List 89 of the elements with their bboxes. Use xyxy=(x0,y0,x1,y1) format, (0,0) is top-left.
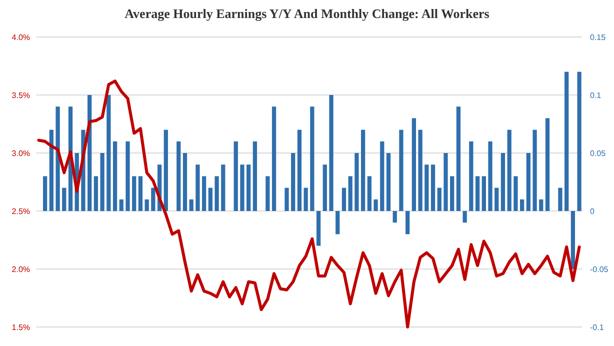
bar xyxy=(119,199,124,211)
bar xyxy=(62,188,66,211)
bar xyxy=(514,176,518,211)
bar xyxy=(469,141,474,211)
bar xyxy=(112,141,118,211)
bar xyxy=(570,211,576,269)
bar xyxy=(348,176,352,211)
bar xyxy=(138,176,143,211)
bar xyxy=(291,153,296,211)
line-series xyxy=(37,80,581,328)
bar xyxy=(475,176,480,211)
y2-tick-label: -0.05 xyxy=(590,264,609,274)
bar xyxy=(126,141,130,211)
y2-tick-label: 0.05 xyxy=(590,148,606,158)
y2-tick-label: -0.1 xyxy=(590,322,604,332)
y-tick-label: 2.5% xyxy=(12,206,30,216)
bar xyxy=(182,153,188,211)
bar xyxy=(488,141,492,211)
bar xyxy=(189,199,194,211)
bar xyxy=(539,199,544,211)
bar xyxy=(234,141,238,211)
bar xyxy=(342,188,346,211)
bar xyxy=(196,164,200,211)
y-tick-label: 3.0% xyxy=(12,148,30,158)
bar xyxy=(392,211,397,223)
bar xyxy=(412,118,416,211)
bar xyxy=(151,188,156,211)
y-tick-label: 4.0% xyxy=(12,32,30,42)
bar xyxy=(399,130,404,211)
bar xyxy=(444,153,448,211)
bar xyxy=(380,141,384,211)
bar xyxy=(329,95,334,211)
bar xyxy=(418,130,422,211)
bar xyxy=(450,176,454,211)
chart-title: Average Hourly Earnings Y/Y And Monthly Change: All Workers xyxy=(124,6,490,21)
bar xyxy=(252,141,258,211)
bar xyxy=(532,130,537,211)
bar xyxy=(284,188,289,211)
bar xyxy=(558,188,562,211)
bar xyxy=(310,106,314,211)
bar xyxy=(221,164,226,211)
bar xyxy=(266,176,270,211)
bar xyxy=(106,95,111,211)
bar xyxy=(176,141,181,211)
bar xyxy=(500,153,506,211)
bar xyxy=(208,188,212,211)
bar xyxy=(430,164,436,211)
bar xyxy=(304,188,308,211)
bar xyxy=(577,72,582,211)
y2-tick-label: 0.1 xyxy=(590,90,602,100)
bar xyxy=(56,106,60,211)
bar xyxy=(94,176,98,211)
bar xyxy=(360,130,366,211)
bar xyxy=(526,153,530,211)
bar xyxy=(42,176,48,211)
bar xyxy=(214,176,219,211)
bar xyxy=(144,199,149,211)
bar xyxy=(386,153,391,211)
bar xyxy=(456,106,461,211)
bar xyxy=(406,211,410,234)
bar xyxy=(322,164,327,211)
bar xyxy=(494,188,499,211)
bar xyxy=(132,176,136,211)
bar xyxy=(202,176,206,211)
bar xyxy=(482,176,486,211)
bar xyxy=(354,153,359,211)
bar xyxy=(374,199,378,211)
bar xyxy=(316,211,321,246)
bar xyxy=(367,176,372,211)
y-tick-label: 3.5% xyxy=(12,90,30,100)
bar xyxy=(49,130,54,211)
bar xyxy=(272,106,276,211)
bar xyxy=(564,72,569,211)
bar xyxy=(520,199,524,211)
bar xyxy=(100,153,104,211)
y2-tick-label: 0 xyxy=(590,206,595,216)
bar xyxy=(297,130,302,211)
y-tick-label: 2.0% xyxy=(12,264,30,274)
bar xyxy=(462,211,467,223)
bar xyxy=(424,164,429,211)
bar xyxy=(240,164,244,211)
y-tick-label: 1.5% xyxy=(12,322,30,332)
bar xyxy=(164,130,168,211)
bar xyxy=(246,164,251,211)
bar xyxy=(507,130,512,211)
bar xyxy=(437,188,442,211)
bar xyxy=(336,211,340,234)
y2-tick-label: 0.15 xyxy=(590,32,606,42)
bar xyxy=(545,118,550,211)
